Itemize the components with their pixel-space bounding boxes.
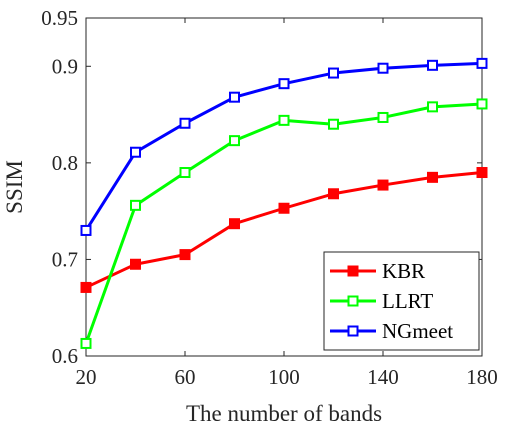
data-point-llrt: [427, 101, 438, 113]
series-layer: [80, 57, 488, 349]
data-point-ngmeet: [179, 117, 191, 129]
x-axis-ticks: 20 60 100 140 180: [76, 18, 498, 389]
data-point-llrt: [179, 167, 191, 179]
legend-marker-kbr: [347, 265, 359, 277]
data-point-kbr: [427, 171, 438, 183]
y-axis-title: SSIM: [2, 160, 27, 214]
data-point-llrt: [229, 135, 240, 147]
data-point-kbr: [179, 249, 191, 261]
data-point-kbr: [377, 179, 389, 191]
data-point-ngmeet: [427, 59, 438, 71]
legend-label-kbr: KBR: [382, 259, 425, 283]
data-point-llrt: [278, 114, 290, 126]
x-tick-label: 20: [76, 365, 97, 389]
data-point-kbr: [80, 281, 92, 293]
legend: KBR LLRT NGmeet: [323, 251, 480, 351]
series-llrt: [80, 98, 488, 349]
data-point-kbr: [476, 167, 488, 179]
x-tick-label: 100: [268, 365, 300, 389]
data-point-ngmeet: [229, 91, 240, 103]
data-point-kbr: [130, 258, 141, 270]
series-kbr: [80, 167, 488, 293]
y-axis-ticks: 0.6 0.7 0.8 0.9 0.95: [41, 6, 482, 368]
data-point-ngmeet: [80, 224, 92, 236]
y-tick-label: 0.7: [52, 247, 78, 271]
legend-marker-ngmeet: [347, 325, 359, 337]
data-point-llrt: [80, 337, 92, 349]
data-point-llrt: [377, 111, 389, 123]
data-point-ngmeet: [278, 78, 290, 90]
data-point-ngmeet: [130, 146, 141, 158]
legend-marker-llrt: [347, 295, 359, 307]
y-tick-label: 0.8: [52, 151, 78, 175]
series-ngmeet: [80, 57, 488, 236]
y-tick-label: 0.95: [41, 6, 78, 30]
x-tick-label: 60: [175, 365, 196, 389]
x-axis-title: The number of bands: [186, 401, 382, 426]
y-tick-label: 0.9: [52, 54, 78, 78]
data-point-llrt: [328, 118, 339, 130]
data-point-llrt: [476, 98, 488, 110]
data-point-kbr: [229, 218, 240, 230]
data-point-kbr: [328, 188, 339, 200]
data-point-llrt: [130, 199, 141, 211]
y-tick-label: 0.6: [52, 344, 78, 368]
x-tick-label: 180: [466, 365, 498, 389]
x-tick-label: 140: [367, 365, 399, 389]
data-point-ngmeet: [328, 67, 339, 79]
data-point-ngmeet: [476, 57, 488, 69]
data-point-kbr: [278, 202, 290, 214]
legend-label-ngmeet: NGmeet: [382, 319, 453, 343]
data-point-ngmeet: [377, 62, 389, 74]
legend-label-llrt: LLRT: [382, 289, 433, 313]
